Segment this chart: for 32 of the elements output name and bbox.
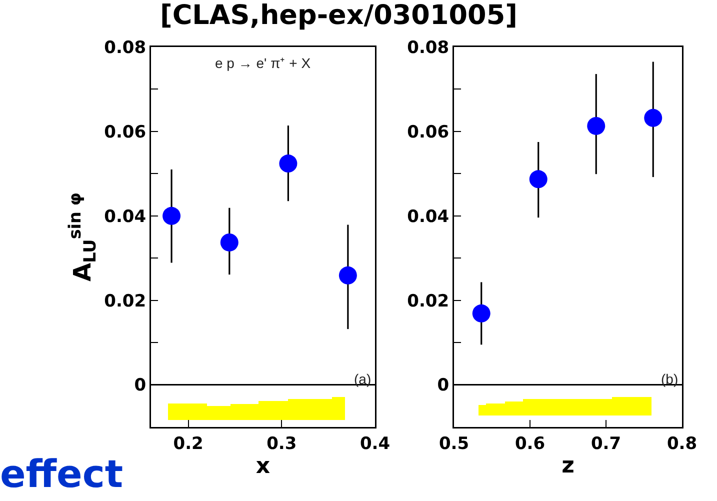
- x-axis-title: z: [562, 454, 574, 479]
- x-tick-label: 0.6: [514, 434, 546, 454]
- point: [587, 116, 606, 135]
- y-tick-label: 0.06: [407, 122, 450, 142]
- x-tick-label: 0.7: [590, 434, 622, 454]
- x-tick-label: 0.8: [666, 434, 698, 454]
- x-tick-label: 0.4: [360, 434, 390, 454]
- y-tick-label: 0.02: [407, 291, 450, 312]
- x-tick-label: 0.2: [173, 434, 204, 454]
- x-axis-title: x: [256, 454, 270, 479]
- point: [279, 154, 298, 173]
- annotation: (a): [354, 371, 372, 387]
- y-tick-label: 0.06: [104, 122, 146, 142]
- y-tick-label: 0.02: [104, 291, 146, 312]
- point: [529, 170, 548, 188]
- y-tick-label: 0.08: [104, 38, 146, 58]
- point: [644, 108, 662, 127]
- point: [162, 206, 181, 225]
- x-tick-label: 0.5: [438, 434, 470, 454]
- annotation: e p → e' π⁺ + X: [215, 55, 312, 71]
- point: [220, 233, 238, 252]
- point: [472, 304, 490, 322]
- y-tick-label: 0.04: [407, 206, 450, 227]
- y-tick-label: 0: [134, 376, 146, 396]
- y-tick-label: 0: [437, 376, 450, 396]
- y-tick-label: 0.08: [407, 38, 450, 58]
- chart-title: [CLAS,hep-ex/0301005]: [160, 0, 518, 31]
- annotation: (b): [661, 371, 678, 387]
- text: effect: [0, 452, 124, 496]
- y-tick-label: 0.04: [104, 206, 146, 227]
- x-tick-label: 0.3: [266, 434, 297, 454]
- point: [338, 266, 357, 284]
